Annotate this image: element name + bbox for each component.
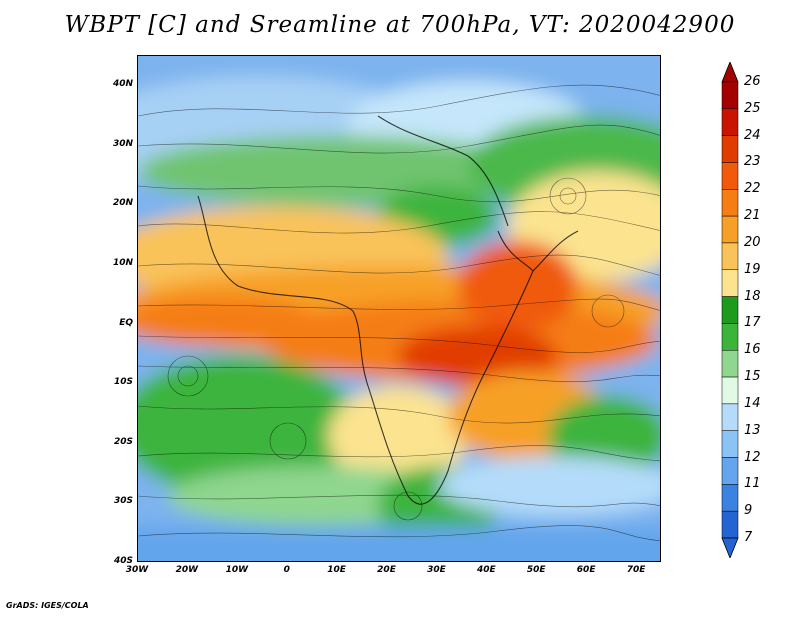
lat-tick-label: 10N: [112, 257, 133, 268]
lon-tick-label: 50E: [526, 565, 546, 575]
map-panel: [137, 55, 661, 562]
colorbar-segment: [721, 323, 739, 351]
lon-tick-label: 10E: [327, 565, 346, 575]
colorbar-label: 12: [744, 449, 761, 465]
lon-tick-label: 30W: [125, 565, 149, 575]
lat-tick-label: 40N: [112, 79, 133, 89]
lon-tick-label: 20E: [377, 565, 396, 575]
wbpt-shading: [138, 56, 660, 561]
lon-tick-label: 10W: [225, 565, 249, 575]
lat-tick-label: 20S: [113, 436, 133, 447]
colorbar: [721, 62, 739, 558]
lon-tick-label: 0: [283, 565, 290, 575]
colorbar-label: 23: [744, 154, 761, 170]
colorbar-label: 11: [744, 476, 761, 492]
colorbar-label: 13: [744, 422, 761, 438]
lat-tick-label: 20N: [112, 198, 133, 209]
colorbar-bottom-cap: [721, 537, 739, 558]
wbpt-field: [138, 56, 660, 561]
colorbar-top-cap: [721, 62, 739, 83]
colorbar-segment: [721, 189, 739, 217]
lat-tick-label: 30N: [112, 138, 133, 149]
colorbar-label: 18: [744, 288, 761, 304]
map-title: WBPT [C] and Sreamline at 700hPa, VT: 20…: [64, 12, 736, 38]
footer-credit: GrADS: IGES/COLA: [6, 601, 89, 610]
colorbar-segment: [721, 376, 739, 405]
colorbar-label: 17: [744, 315, 761, 331]
lon-tick-label: 70E: [626, 565, 646, 575]
colorbar-label: 25: [744, 100, 761, 116]
colorbar-segment: [721, 269, 739, 297]
colorbar-label: 14: [744, 395, 761, 411]
colorbar-label: 7: [744, 530, 753, 545]
lon-tick-label: 30E: [427, 565, 446, 575]
colorbar-label: 20: [744, 234, 761, 250]
colorbar-segment: [721, 81, 739, 110]
colorbar-segment: [721, 510, 739, 539]
lat-tick-label: 10S: [113, 377, 133, 388]
colorbar-segment: [721, 457, 739, 485]
lon-tick-label: 60E: [576, 565, 596, 575]
colorbar-label: 24: [744, 127, 761, 143]
colorbar-segment: [721, 215, 739, 244]
lat-tick-label: EQ: [119, 317, 133, 328]
lat-tick-label: 40S: [113, 556, 133, 566]
colorbar-label: 22: [744, 181, 761, 197]
lat-tick-label: 30S: [113, 496, 133, 507]
colorbar-label: 16: [744, 342, 761, 358]
colorbar-label: 19: [744, 261, 761, 277]
colorbar-label: 15: [744, 369, 761, 385]
colorbar-segment: [721, 484, 739, 512]
colorbar-label: 9: [744, 503, 753, 519]
colorbar-segment: [721, 162, 739, 190]
colorbar-segment: [721, 108, 739, 136]
streamlines: [138, 84, 660, 542]
lon-tick-label: 40E: [476, 565, 496, 575]
colorbar-segment: [721, 430, 739, 458]
colorbar-segment: [721, 403, 739, 431]
colorbar-segment: [721, 296, 739, 324]
lon-tick-label: 20W: [175, 565, 199, 575]
colorbar-label: 26: [744, 74, 761, 89]
colorbar-segment: [721, 242, 739, 271]
colorbar-segment: [721, 349, 739, 378]
colorbar-label: 21: [744, 208, 761, 224]
coastlines: [197, 115, 579, 505]
colorbar-segment: [721, 135, 739, 163]
